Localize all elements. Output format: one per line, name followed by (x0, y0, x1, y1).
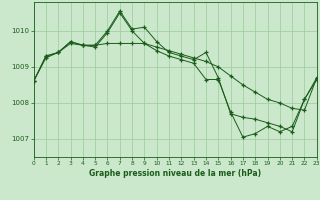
X-axis label: Graphe pression niveau de la mer (hPa): Graphe pression niveau de la mer (hPa) (89, 169, 261, 178)
